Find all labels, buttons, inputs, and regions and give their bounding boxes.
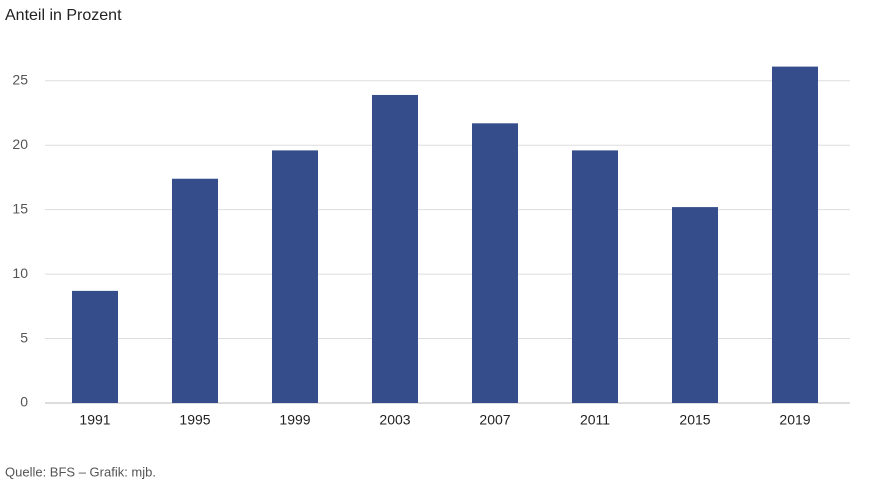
y-tick-label: 25 (12, 71, 28, 87)
y-tick-label: 10 (12, 265, 28, 281)
x-tick-label: 2011 (580, 412, 610, 428)
bar (672, 207, 718, 403)
bar (472, 123, 518, 404)
y-tick-label: 5 (20, 329, 28, 345)
y-tick-label: 0 (20, 394, 28, 410)
bar (372, 94, 418, 403)
x-tick-label: 2019 (779, 412, 810, 428)
source-note: Quelle: BFS – Grafik: mjb. (5, 464, 156, 479)
bar (772, 66, 818, 403)
y-tick-label: 20 (12, 136, 28, 152)
y-tick-label: 15 (12, 200, 28, 216)
bar (272, 150, 318, 403)
x-tick-label: 1991 (79, 412, 110, 428)
bar (172, 178, 218, 403)
x-tick-label: 2015 (679, 412, 710, 428)
x-tick-label: 2003 (379, 412, 410, 428)
x-tick-label: 2007 (479, 412, 510, 428)
bar (572, 150, 618, 403)
chart-title: Anteil in Prozent (5, 7, 122, 24)
x-tick-label: 1995 (179, 412, 210, 428)
bar (72, 290, 118, 403)
x-tick-label: 1999 (279, 412, 310, 428)
